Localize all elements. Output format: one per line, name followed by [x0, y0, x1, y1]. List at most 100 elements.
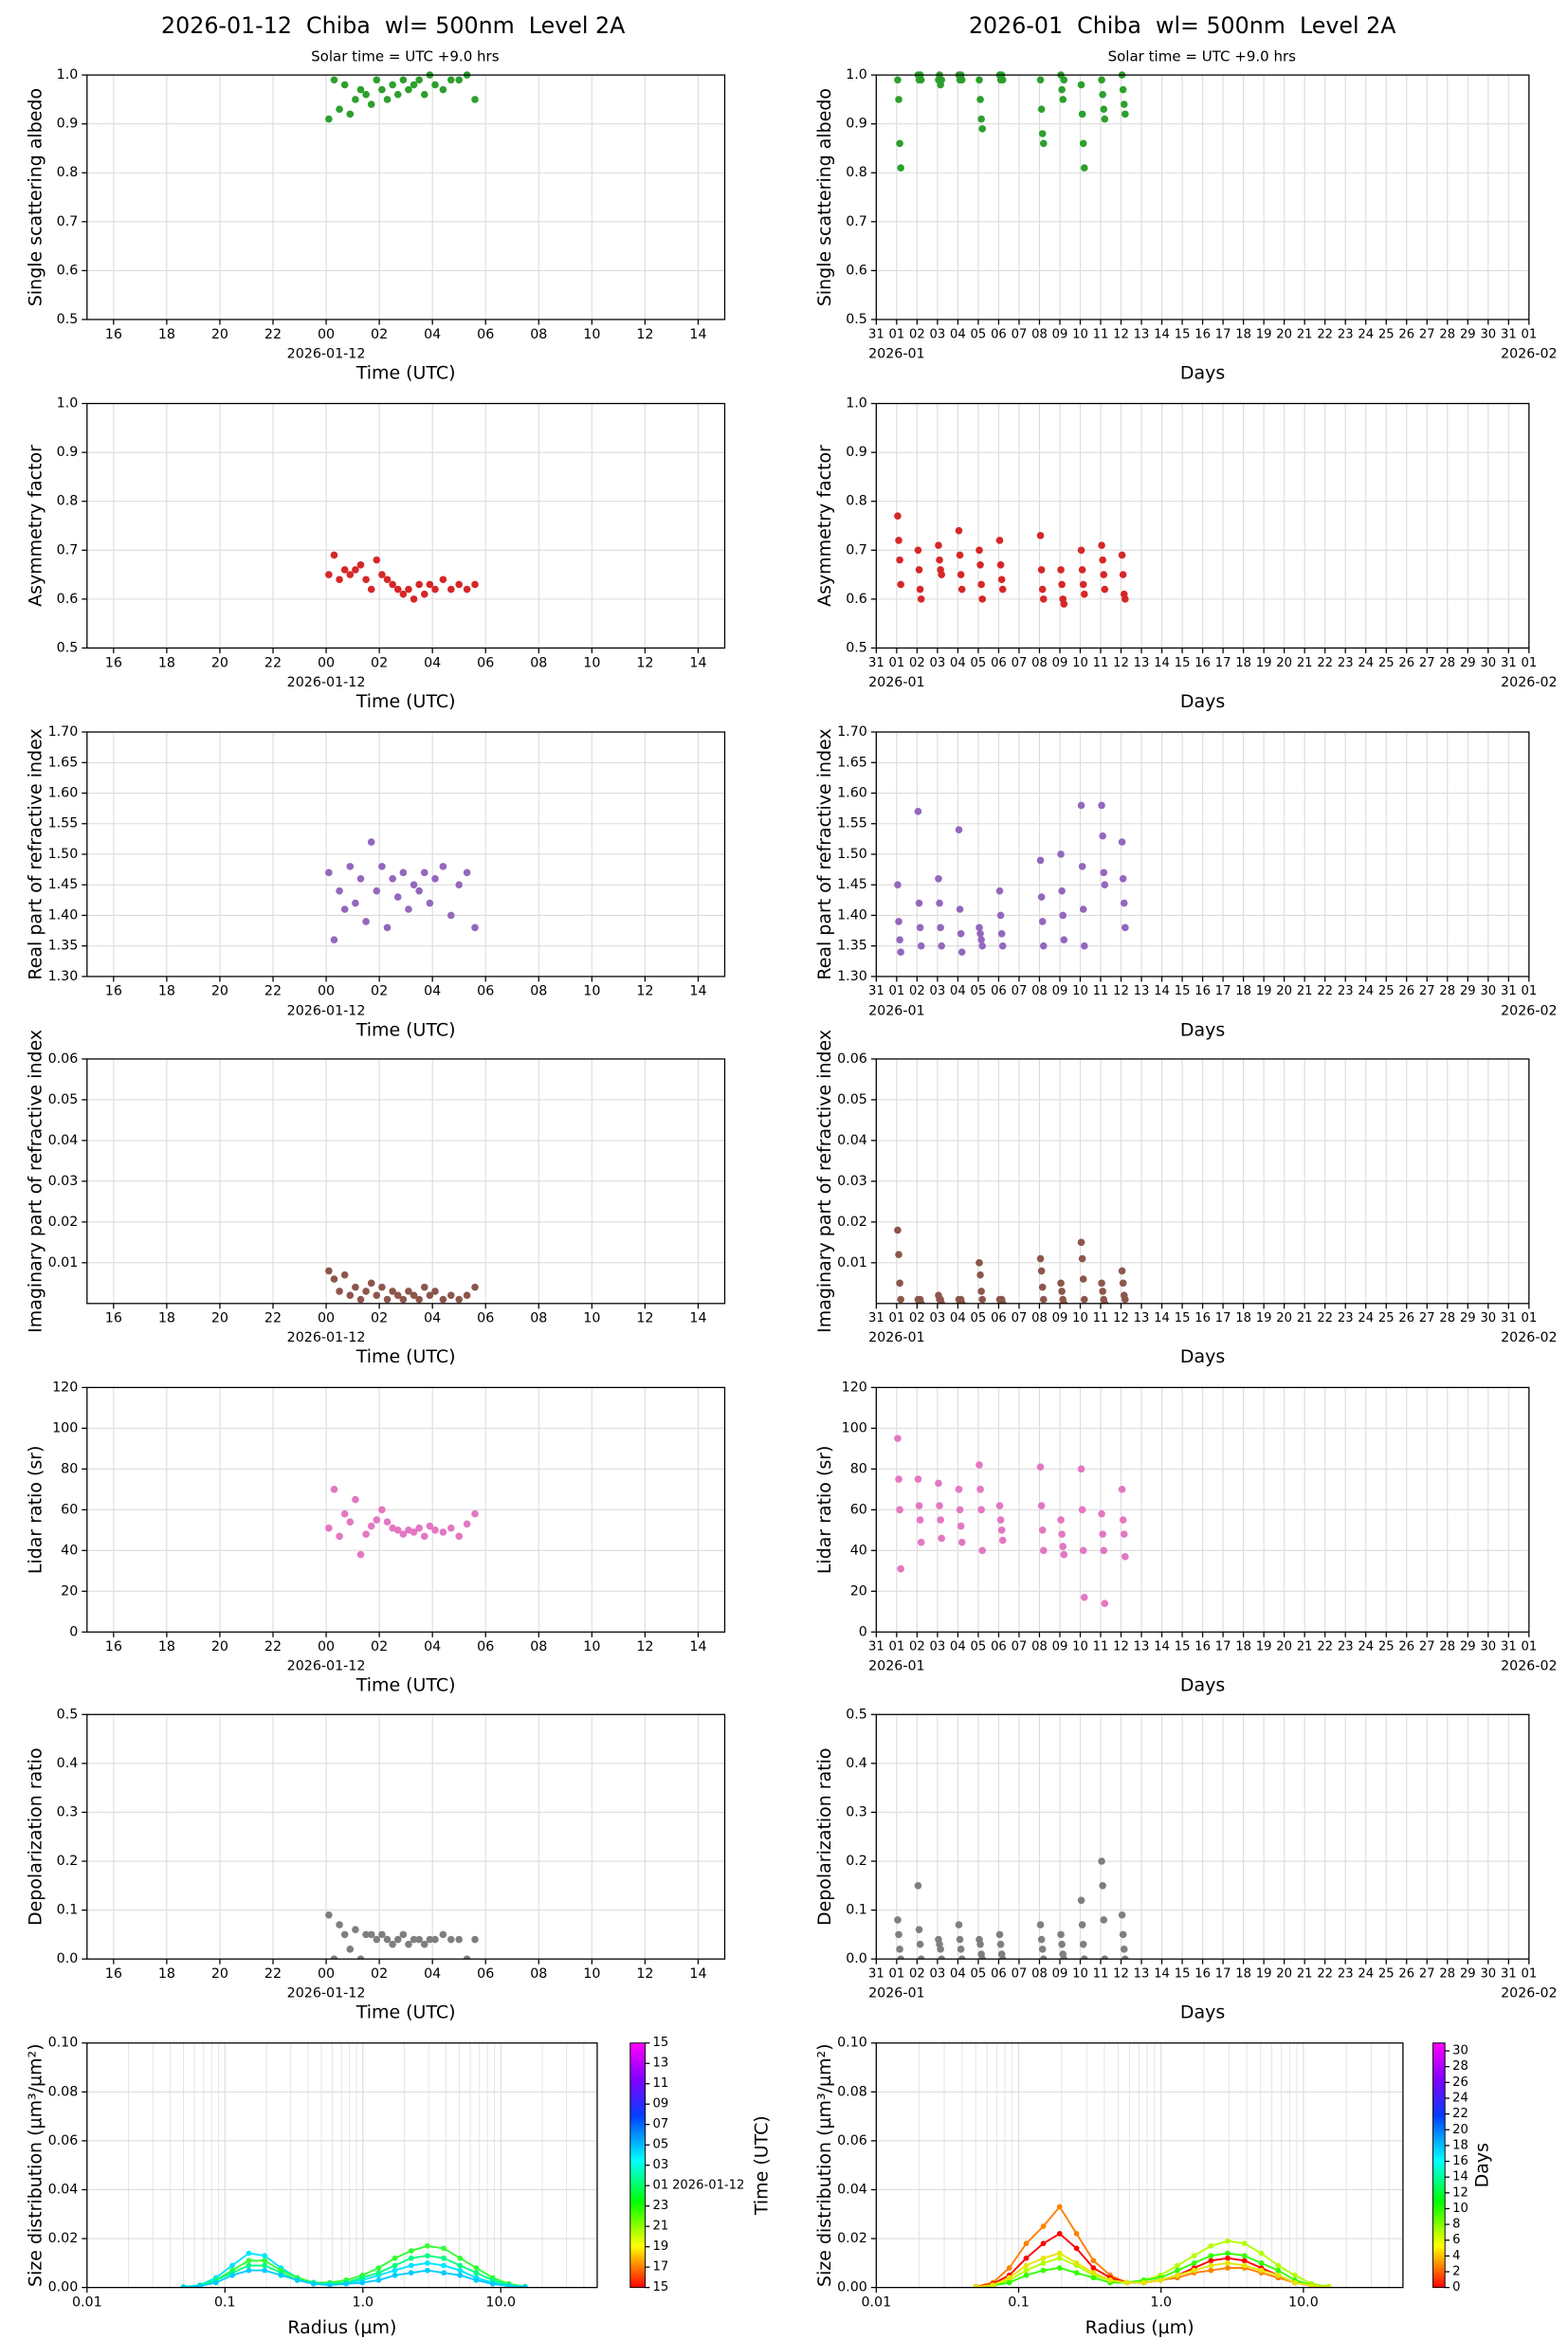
- x-tick-label: 15: [1175, 1966, 1191, 1981]
- x-tick-label: 10.0: [1288, 2294, 1319, 2310]
- point: [1037, 893, 1046, 901]
- subplot: 31 01 02 03 04 05 06 07 08 09 10 11 12 13 14 15 16 17 18 19…: [814, 1707, 1558, 2022]
- curve-point: [522, 2284, 528, 2288]
- curve-point: [180, 2284, 187, 2288]
- point: [975, 546, 983, 555]
- x-tick-label: 18: [158, 1966, 175, 1982]
- x-tick-label: 06: [991, 1966, 1007, 1981]
- point: [1098, 541, 1105, 549]
- x-tick-label: 08: [1031, 1640, 1048, 1654]
- x-tick-label: 10: [583, 655, 600, 670]
- y-tick-label: 0.10: [837, 2036, 867, 2051]
- point: [976, 560, 984, 569]
- x-tick-label: 08: [530, 1639, 547, 1654]
- point: [1081, 1593, 1088, 1601]
- x-tick-label: 31: [1501, 656, 1517, 670]
- plot-area: [325, 1486, 479, 1559]
- plot-area: [325, 838, 479, 944]
- curve-point: [1006, 2279, 1012, 2286]
- x-tick-label: 26: [1398, 1640, 1414, 1654]
- point: [393, 90, 402, 99]
- y-tick-label: 0.9: [57, 117, 79, 132]
- x-offset-label: 2026-01: [868, 1003, 924, 1018]
- subplot: 16 18 20 22 00 02 04 06 08 10 12 14 0 20 40 60 80 100 120 2…: [25, 1380, 726, 1696]
- point: [431, 585, 439, 594]
- x-tick-label: 05: [971, 1311, 987, 1325]
- y-tick-label: 0.01: [837, 1255, 867, 1271]
- x-tick-label: 18: [1235, 1640, 1251, 1654]
- point: [896, 936, 903, 944]
- x-tick-label: 18: [158, 327, 175, 342]
- point: [383, 1518, 392, 1526]
- curve-point: [246, 2250, 252, 2257]
- point: [471, 1509, 479, 1518]
- curve-point: [1090, 2270, 1097, 2276]
- curve-point: [392, 2262, 398, 2269]
- curve-point: [473, 2270, 480, 2276]
- x-tick-label: 04: [424, 1311, 441, 1326]
- curve-point: [1191, 2259, 1197, 2266]
- y-tick-label: 0.04: [48, 2182, 79, 2197]
- point: [937, 1516, 944, 1524]
- y-tick-label: 0.04: [48, 1133, 79, 1148]
- curve-point: [1225, 2265, 1231, 2271]
- point: [1079, 905, 1087, 913]
- point: [373, 1935, 381, 1944]
- curve-point: [1225, 2259, 1231, 2266]
- point: [995, 1930, 1004, 1939]
- point: [935, 874, 942, 883]
- point: [1078, 1921, 1086, 1929]
- x-tick-label: 10: [583, 1311, 600, 1326]
- x-tick-label: 29: [1460, 1640, 1476, 1654]
- curve-point: [489, 2280, 496, 2287]
- x-tick-label: 02: [909, 656, 925, 670]
- x-offset-label: 2026-02: [1501, 1003, 1557, 1018]
- point: [1077, 1238, 1085, 1247]
- x-tick-label: 31: [1501, 1640, 1517, 1654]
- point: [415, 580, 423, 589]
- point: [1057, 1930, 1065, 1939]
- point: [957, 1538, 966, 1546]
- curve-point: [457, 2267, 464, 2274]
- y-tick-label: 0.5: [57, 312, 79, 327]
- point: [447, 1524, 455, 1532]
- x-tick-label: 01: [889, 1640, 905, 1654]
- point: [410, 1528, 418, 1536]
- x-tick-label: 22: [264, 984, 282, 999]
- y-tick-label: 0.04: [837, 1133, 867, 1148]
- point: [1060, 936, 1068, 944]
- curve-point: [262, 2258, 268, 2264]
- x-axis-label: Radius (µm): [1085, 2317, 1194, 2338]
- axes-frame: [86, 2042, 598, 2289]
- x-tick-label: 28: [1439, 1311, 1455, 1325]
- x-axis-label: Time (UTC): [356, 1346, 456, 1367]
- point: [383, 576, 392, 584]
- point: [1101, 115, 1109, 123]
- curve-point: [1123, 2279, 1130, 2286]
- point: [894, 76, 902, 84]
- x-tick-label: 12: [636, 655, 653, 670]
- point: [325, 1267, 333, 1275]
- colorbar-tick-label: 18: [1452, 2138, 1468, 2152]
- y-axis-label: Depolarization ratio: [25, 1747, 46, 1926]
- x-tick-label: 04: [424, 984, 441, 999]
- x-tick-label: 01: [889, 1966, 905, 1981]
- point: [346, 571, 355, 578]
- curve-point: [1006, 2275, 1012, 2281]
- x-tick-label: 15: [1175, 1640, 1191, 1654]
- point: [1077, 81, 1085, 89]
- x-offset-label: 2026-01-12: [287, 1330, 366, 1345]
- x-tick-label: 02: [371, 1966, 388, 1982]
- point: [373, 887, 381, 895]
- x-tick-label: 11: [1093, 656, 1109, 670]
- curve-point: [1208, 2267, 1214, 2274]
- size-curve: [975, 2239, 1329, 2288]
- point: [336, 1532, 343, 1541]
- curve-point: [310, 2280, 317, 2287]
- x-tick-label: 21: [1297, 1640, 1313, 1654]
- point: [1039, 1295, 1048, 1304]
- curve-point: [457, 2272, 464, 2278]
- x-tick-label: 06: [991, 1640, 1007, 1654]
- point: [389, 1288, 396, 1295]
